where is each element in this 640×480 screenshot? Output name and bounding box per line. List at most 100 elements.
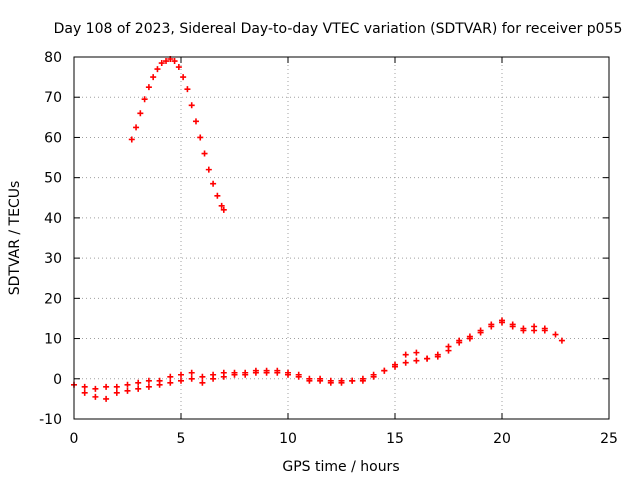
data-point xyxy=(392,361,398,368)
data-point xyxy=(180,74,187,81)
chart-title: Day 108 of 2023, Sidereal Day-to-day VTE… xyxy=(54,21,623,37)
y-axis-label: SDTVAR / TECUs xyxy=(7,181,23,296)
data-point xyxy=(402,359,409,366)
x-tick-label: 0 xyxy=(70,431,79,447)
data-point xyxy=(210,180,217,187)
data-point xyxy=(124,387,131,394)
data-point xyxy=(488,323,495,330)
data-point xyxy=(214,192,221,199)
data-point xyxy=(199,373,206,380)
data-point xyxy=(145,84,152,91)
data-point xyxy=(171,58,178,65)
data-point xyxy=(252,369,259,376)
x-axis-label: GPS time / hours xyxy=(282,459,399,475)
data-point xyxy=(113,383,120,390)
data-point xyxy=(178,371,184,378)
y-tick-label: 10 xyxy=(44,332,62,348)
x-tick-label: 5 xyxy=(177,431,186,447)
data-point xyxy=(552,331,559,338)
y-tick-label: 0 xyxy=(53,372,62,388)
data-point xyxy=(263,369,270,376)
y-tick-label: -10 xyxy=(39,412,62,428)
y-tick-label: 60 xyxy=(44,130,62,146)
data-point xyxy=(81,383,88,390)
data-point xyxy=(133,124,140,131)
data-point xyxy=(150,74,157,81)
data-point xyxy=(92,385,99,392)
data-point xyxy=(128,136,135,143)
data-point xyxy=(349,377,356,384)
data-point xyxy=(231,371,238,378)
data-point xyxy=(370,373,377,380)
data-point xyxy=(466,335,473,342)
plot-frame xyxy=(73,56,610,420)
data-point xyxy=(306,377,313,384)
data-point xyxy=(188,369,195,376)
data-point xyxy=(359,377,366,384)
data-point xyxy=(242,371,249,378)
data-point xyxy=(184,86,191,93)
data-point xyxy=(135,385,142,392)
data-point xyxy=(210,375,217,382)
data-point xyxy=(188,102,195,109)
data-point xyxy=(541,327,548,334)
data-point xyxy=(197,134,204,141)
data-point xyxy=(124,381,131,388)
data-point xyxy=(175,64,182,71)
data-point xyxy=(220,206,227,213)
data-point xyxy=(509,321,516,328)
data-point xyxy=(477,329,484,336)
data-point xyxy=(167,373,174,380)
data-point xyxy=(424,355,431,362)
data-point xyxy=(285,371,291,378)
data-point xyxy=(199,379,206,386)
data-point xyxy=(274,369,281,376)
data-point xyxy=(141,96,148,103)
x-tick-label: 10 xyxy=(279,431,297,447)
x-tick-label: 20 xyxy=(493,431,511,447)
data-point xyxy=(327,379,334,386)
data-point xyxy=(92,393,99,400)
data-point xyxy=(413,357,420,364)
data-point xyxy=(434,353,441,360)
data-point xyxy=(445,347,452,354)
data-point xyxy=(531,323,538,330)
data-point xyxy=(201,150,208,157)
data-point xyxy=(154,66,161,73)
data-point xyxy=(520,327,527,334)
data-point xyxy=(220,373,227,380)
data-point xyxy=(167,379,174,386)
data-point xyxy=(192,118,199,125)
data-point xyxy=(402,351,409,358)
data-point xyxy=(218,202,225,209)
data-point xyxy=(413,349,420,356)
data-point xyxy=(163,58,170,65)
data-point xyxy=(381,367,388,374)
data-point xyxy=(295,373,302,380)
y-tick-label: 40 xyxy=(44,211,62,227)
y-tick-label: 70 xyxy=(44,90,62,106)
data-point xyxy=(456,339,463,346)
data-point xyxy=(103,383,110,390)
data-point xyxy=(499,317,505,324)
data-point xyxy=(113,389,120,396)
x-tick-label: 25 xyxy=(600,431,618,447)
data-point xyxy=(145,383,152,390)
y-tick-label: 50 xyxy=(44,171,62,187)
series-arc-3 xyxy=(81,317,548,402)
data-layer xyxy=(71,56,565,402)
data-point xyxy=(145,377,152,384)
y-tick-label: 30 xyxy=(44,251,62,267)
data-point xyxy=(205,166,212,173)
data-point xyxy=(158,60,165,67)
data-point xyxy=(156,381,163,388)
x-tick-label: 15 xyxy=(386,431,404,447)
data-point xyxy=(178,377,184,384)
grid-layer xyxy=(74,57,609,419)
tick-layer: 0 5 10 15 20 25 -10 0 10 20 30 40 50 60 70 80 xyxy=(39,50,618,447)
data-point xyxy=(135,379,142,386)
data-point xyxy=(188,375,195,382)
data-point xyxy=(558,337,565,344)
y-tick-label: 80 xyxy=(44,50,62,66)
